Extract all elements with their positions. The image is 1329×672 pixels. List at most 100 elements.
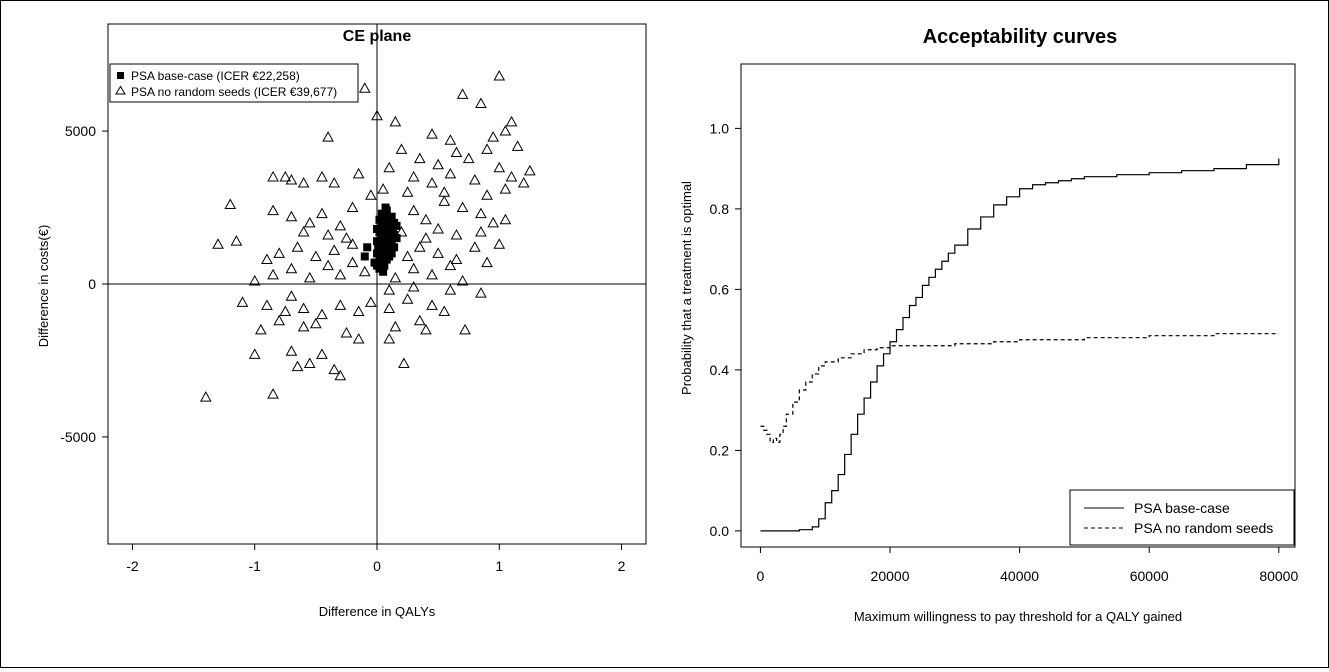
ce-point-no-random-seeds — [297, 320, 310, 332]
ce-point-no-random-seeds — [450, 229, 463, 240]
ce-point-no-random-seeds — [505, 115, 518, 127]
acceptability-y-tick-label: 0.2 — [710, 442, 730, 458]
acceptability-x-axis: 0 20000 40000 60000 80000 — [757, 547, 1298, 584]
ce-point-no-random-seeds — [413, 152, 426, 164]
ce-point-no-random-seeds — [316, 308, 328, 320]
ce-point-no-random-seeds — [413, 314, 426, 326]
ce-point-base-case — [388, 228, 397, 236]
ce-point-base-case — [381, 203, 390, 212]
ce-point-no-random-seeds — [517, 177, 530, 188]
ce-point-no-random-seeds — [310, 317, 322, 329]
acceptability-title: Acceptability curves — [923, 26, 1118, 48]
ce-point-no-random-seeds — [346, 256, 359, 268]
ce-point-no-random-seeds — [389, 320, 402, 332]
ce-point-no-random-seeds — [322, 259, 334, 271]
ce-point-no-random-seeds — [487, 131, 500, 142]
ce-point-no-random-seeds — [432, 222, 444, 234]
ce-point-no-random-seeds — [444, 167, 457, 179]
ce-point-no-random-seeds — [475, 287, 487, 298]
ce-point-no-random-seeds — [334, 299, 347, 310]
ce-plane-legend-base-case: PSA base-case (ICER €22,258) — [131, 69, 300, 83]
ce-point-no-random-seeds — [248, 274, 261, 286]
ce-point-base-case — [375, 215, 384, 224]
ce-point-no-random-seeds — [285, 173, 298, 185]
ce-point-no-random-seeds — [254, 323, 267, 335]
ce-point-no-random-seeds — [420, 213, 432, 225]
ce-point-no-random-seeds — [273, 247, 286, 258]
ce-point-no-random-seeds — [352, 305, 365, 317]
acceptability-panel: Acceptability curves 0 20000 40000 60000 800… — [679, 26, 1298, 624]
ce-point-no-random-seeds — [456, 88, 469, 99]
ce-point-base-case — [363, 243, 372, 252]
ce-point-no-random-seeds — [395, 143, 408, 154]
ce-point-base-case — [370, 258, 379, 267]
ce-point-no-random-seeds — [352, 167, 365, 179]
acceptability-legend-base-case: PSA base-case — [1134, 500, 1230, 516]
ce-point-no-random-seeds — [511, 140, 524, 151]
ce-point-no-random-seeds — [267, 268, 279, 280]
ce-point-no-random-seeds — [267, 388, 279, 399]
ce-point-no-random-seeds — [230, 235, 243, 246]
ce-point-no-random-seeds — [303, 271, 316, 283]
ce-plane-x-tick-label: 1 — [495, 558, 503, 574]
ce-point-no-random-seeds — [267, 170, 279, 182]
ce-point-no-random-seeds — [322, 131, 334, 142]
ce-point-base-case — [376, 231, 385, 240]
ce-point-no-random-seeds — [432, 247, 444, 258]
ce-point-no-random-seeds — [371, 109, 383, 121]
ce-point-no-random-seeds — [236, 296, 249, 307]
ce-plane-y-label: Difference in costs(€) — [36, 225, 51, 348]
ce-point-no-random-seeds — [261, 253, 273, 265]
ce-point-no-random-seeds — [383, 302, 396, 313]
acceptability-line-no-random-seeds — [760, 333, 1279, 443]
ce-point-no-random-seeds — [291, 360, 304, 372]
ce-point-no-random-seeds — [340, 232, 353, 243]
ce-point-no-random-seeds — [493, 69, 506, 81]
ce-point-base-case — [374, 243, 383, 252]
ce-point-no-random-seeds — [523, 164, 536, 176]
ce-point-no-random-seeds — [493, 161, 506, 173]
acceptability-y-label: Probability that a treatment is optimal — [679, 181, 694, 395]
legend-marker-filled-square — [117, 72, 124, 79]
ce-point-base-case — [360, 252, 369, 261]
ce-point-no-random-seeds — [475, 97, 487, 109]
ce-point-no-random-seeds — [420, 323, 432, 335]
acceptability-plot-area — [740, 63, 1296, 548]
ce-point-no-random-seeds — [389, 271, 402, 283]
ce-point-no-random-seeds — [352, 333, 365, 344]
ce-point-no-random-seeds — [279, 170, 292, 182]
ce-point-no-random-seeds — [334, 369, 347, 381]
ce-point-no-random-seeds — [438, 195, 451, 206]
ce-point-no-random-seeds — [456, 274, 469, 286]
acceptability-x-tick-label: 20000 — [871, 568, 910, 584]
ce-point-no-random-seeds — [438, 186, 451, 197]
acceptability-lines — [760, 158, 1280, 532]
ce-point-base-case — [392, 221, 401, 230]
ce-point-no-random-seeds — [285, 290, 298, 301]
ce-plane-y-tick-label: 5000 — [65, 123, 96, 139]
acceptability-y-tick-label: 0.0 — [710, 523, 730, 539]
ce-point-no-random-seeds — [481, 189, 493, 200]
ce-point-base-case — [375, 252, 384, 261]
ce-point-no-random-seeds — [285, 262, 298, 274]
ce-point-no-random-seeds — [450, 253, 463, 265]
ce-point-no-random-seeds — [273, 314, 286, 326]
legend-marker-open-triangle — [115, 85, 126, 95]
ce-point-no-random-seeds — [450, 146, 463, 157]
ce-point-no-random-seeds — [365, 296, 377, 307]
ce-point-no-random-seeds — [224, 198, 237, 209]
ce-point-base-case — [386, 246, 395, 255]
acceptability-y-tick-label: 0.8 — [710, 201, 730, 217]
ce-plane-legend-box — [109, 63, 359, 103]
ce-point-no-random-seeds — [505, 170, 518, 182]
ce-point-no-random-seeds — [279, 305, 292, 317]
ce-point-no-random-seeds — [303, 357, 316, 369]
ce-plane-y-axis: -5000 0 5000 — [60, 123, 108, 445]
ce-point-no-random-seeds — [468, 241, 481, 252]
ce-point-no-random-seeds — [499, 183, 512, 194]
ce-point-no-random-seeds — [475, 207, 487, 219]
acceptability-y-tick-label: 1.0 — [710, 120, 730, 136]
ce-point-no-random-seeds — [377, 183, 389, 194]
ce-point-no-random-seeds — [438, 305, 451, 317]
